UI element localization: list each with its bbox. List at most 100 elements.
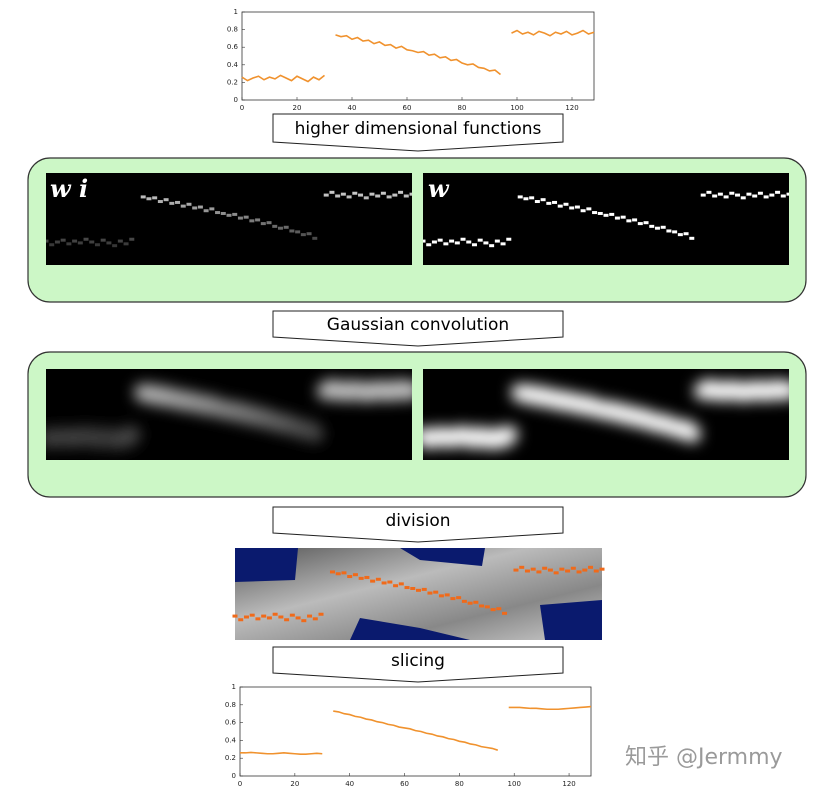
dot bbox=[346, 195, 352, 199]
dot bbox=[500, 242, 506, 246]
blurred bbox=[423, 379, 789, 450]
dots bbox=[232, 565, 605, 623]
dot bbox=[300, 233, 306, 237]
dot bbox=[358, 576, 364, 580]
dot bbox=[489, 244, 495, 248]
dot bbox=[700, 193, 706, 197]
dot bbox=[386, 195, 392, 199]
dot bbox=[100, 238, 106, 242]
x-tick-label: 0 bbox=[238, 780, 242, 788]
dot bbox=[83, 237, 89, 241]
dot bbox=[769, 193, 775, 197]
dot bbox=[637, 222, 643, 226]
dot bbox=[278, 615, 284, 619]
dot bbox=[467, 601, 473, 605]
dot bbox=[352, 191, 358, 195]
dot bbox=[672, 230, 678, 234]
dot bbox=[215, 211, 221, 215]
y-tick-label: 0 bbox=[232, 772, 236, 780]
dot bbox=[72, 239, 78, 243]
dot bbox=[157, 200, 163, 204]
dot bbox=[209, 207, 215, 211]
dot bbox=[140, 195, 146, 199]
dot bbox=[289, 229, 295, 233]
step-box bbox=[272, 310, 564, 347]
dot bbox=[677, 233, 683, 237]
x-tick-label: 0 bbox=[240, 104, 244, 112]
dot bbox=[570, 566, 576, 570]
dot bbox=[347, 575, 353, 579]
dot bbox=[340, 192, 346, 196]
dot bbox=[220, 211, 226, 215]
dot bbox=[529, 196, 535, 200]
blur-seg bbox=[494, 425, 518, 449]
dot bbox=[312, 236, 318, 240]
dot bbox=[523, 197, 529, 201]
dot bbox=[597, 211, 603, 215]
region bbox=[540, 600, 602, 640]
dot bbox=[186, 202, 192, 206]
blur-group bbox=[46, 379, 412, 450]
blur-seg bbox=[300, 420, 324, 443]
dot bbox=[717, 192, 723, 196]
dot bbox=[547, 568, 553, 572]
dot bbox=[477, 238, 483, 242]
dot bbox=[283, 225, 289, 229]
dot bbox=[387, 580, 393, 584]
dot bbox=[380, 191, 386, 195]
step-label: Gaussian convolution bbox=[327, 315, 509, 335]
dot bbox=[666, 229, 672, 233]
dots bbox=[423, 190, 789, 248]
dot bbox=[471, 243, 477, 247]
dot bbox=[46, 239, 49, 243]
step-label: higher dimensional functions bbox=[295, 119, 542, 139]
dot bbox=[284, 618, 290, 622]
dot bbox=[449, 239, 455, 243]
dot bbox=[620, 215, 626, 219]
dot bbox=[277, 226, 283, 230]
dot bbox=[530, 567, 536, 571]
blur-seg bbox=[677, 420, 701, 443]
dot bbox=[364, 575, 370, 579]
dot bbox=[552, 200, 558, 204]
dot bbox=[329, 190, 335, 194]
dot bbox=[421, 587, 427, 591]
dot bbox=[66, 242, 72, 246]
dot bbox=[603, 213, 609, 217]
dot bbox=[431, 240, 437, 244]
dot bbox=[746, 192, 752, 196]
dot bbox=[381, 581, 387, 585]
dot bbox=[255, 218, 261, 222]
dot bbox=[593, 569, 599, 573]
dot bbox=[393, 584, 399, 588]
watermark: 知乎 @Jermmy bbox=[625, 745, 783, 770]
dot bbox=[437, 238, 443, 242]
dot bbox=[546, 201, 552, 205]
dot bbox=[358, 193, 364, 197]
dot bbox=[433, 590, 439, 594]
dot bbox=[226, 213, 232, 217]
dot bbox=[506, 237, 512, 241]
dot bbox=[409, 192, 412, 196]
x-tick-label: 60 bbox=[400, 780, 409, 788]
dot bbox=[203, 209, 209, 213]
dot bbox=[740, 196, 746, 200]
dot bbox=[301, 619, 307, 623]
step-box bbox=[272, 646, 564, 683]
dot bbox=[517, 195, 523, 199]
dot bbox=[129, 237, 135, 241]
dot bbox=[614, 216, 620, 220]
dot bbox=[443, 242, 449, 246]
plot-frame bbox=[239, 686, 592, 777]
dot bbox=[375, 194, 381, 198]
dot bbox=[295, 230, 301, 234]
dot bbox=[60, 238, 66, 242]
x-tick-label: 120 bbox=[565, 104, 578, 112]
dot bbox=[416, 588, 421, 592]
dot bbox=[375, 577, 381, 581]
dot bbox=[312, 617, 318, 621]
dot bbox=[588, 565, 594, 569]
dot bbox=[329, 570, 335, 574]
dot bbox=[466, 240, 472, 244]
dot bbox=[423, 239, 426, 243]
